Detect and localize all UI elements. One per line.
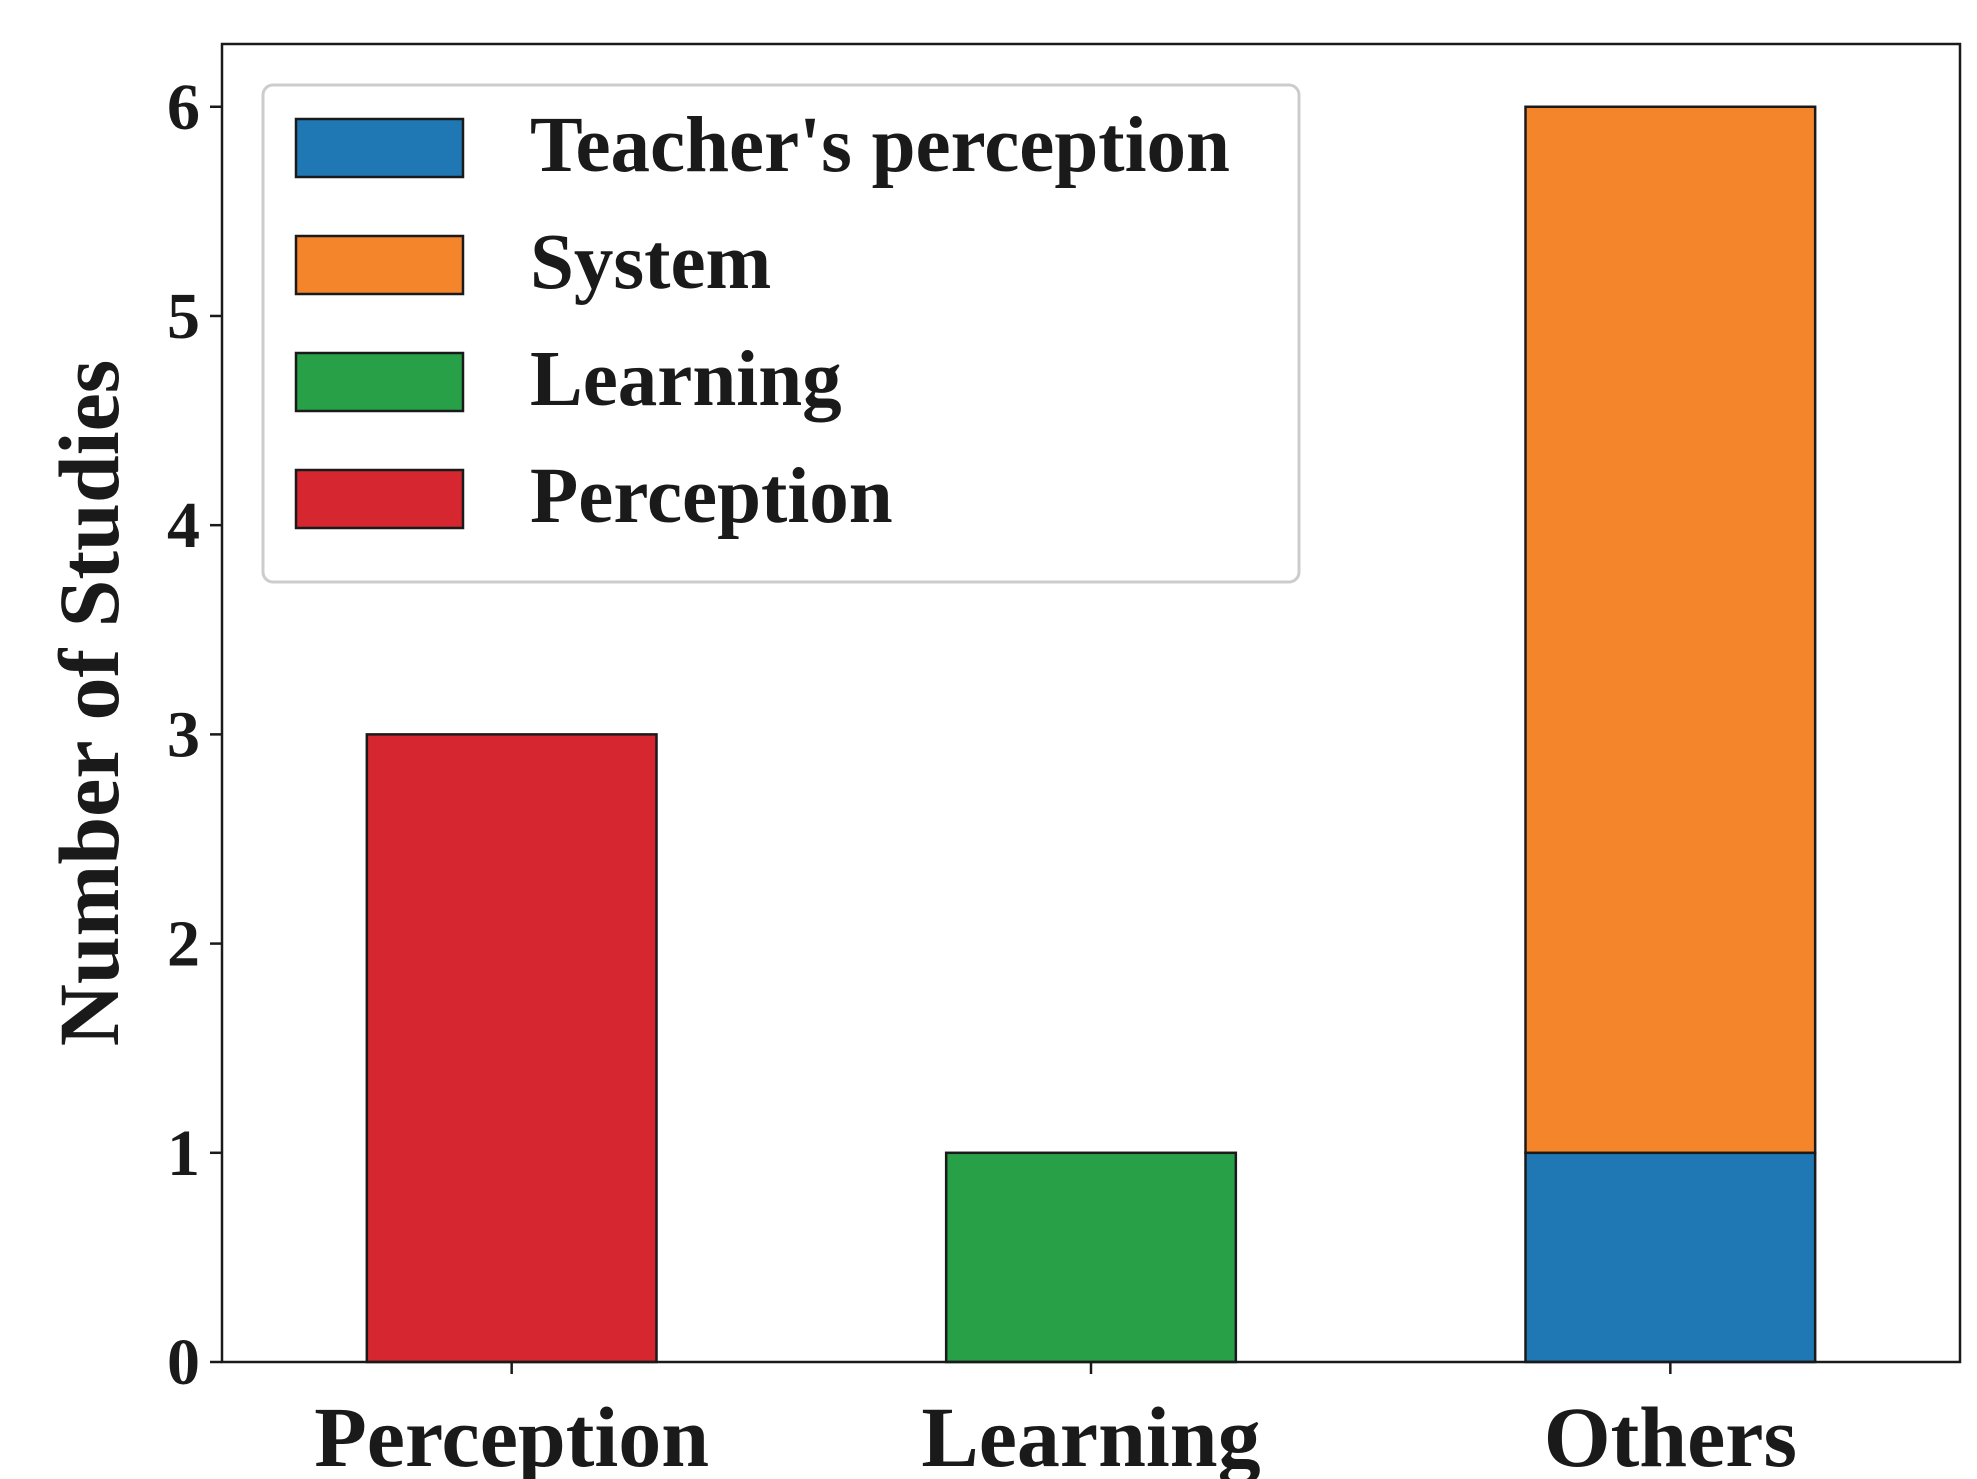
legend-label: Learning xyxy=(530,336,842,423)
x-tick-label-perception: Perception xyxy=(314,1389,709,1479)
legend-swatch-teacher-s-perception xyxy=(294,117,465,179)
x-tick-label-others: Others xyxy=(1544,1389,1797,1479)
y-tick-label: 5 xyxy=(167,280,200,353)
legend-label: System xyxy=(530,219,771,306)
y-tick-label: 1 xyxy=(167,1117,200,1190)
x-tick-label-learning: Learning xyxy=(921,1389,1260,1479)
bar-others-system xyxy=(1524,105,1817,1155)
y-tick-label: 6 xyxy=(167,71,200,144)
y-axis: 0 1 2 3 4 5 6 xyxy=(167,71,222,1399)
legend-swatch-learning xyxy=(294,351,465,413)
legend-label: Perception xyxy=(530,453,893,540)
bar-others-teacher-s-perception xyxy=(1524,1151,1817,1364)
legend-label: Teacher's perception xyxy=(530,102,1230,189)
x-axis: Perception Learning Others xyxy=(314,1362,1797,1479)
y-tick-label: 2 xyxy=(167,908,200,981)
legend-swatch-perception xyxy=(294,468,465,530)
legend: Teacher's perception System Learning Percep… xyxy=(261,83,1301,584)
y-tick-label: 4 xyxy=(167,489,200,562)
legend-swatch-system xyxy=(294,234,465,296)
bar-perception-perception xyxy=(365,733,658,1364)
y-tick-label: 0 xyxy=(167,1326,200,1399)
bar-learning-learning xyxy=(944,1151,1238,1364)
y-tick-label: 3 xyxy=(167,698,200,771)
y-axis-label: Number of Studies xyxy=(41,360,137,1047)
legend-box xyxy=(261,83,1301,584)
bars-layer xyxy=(365,105,1817,1364)
